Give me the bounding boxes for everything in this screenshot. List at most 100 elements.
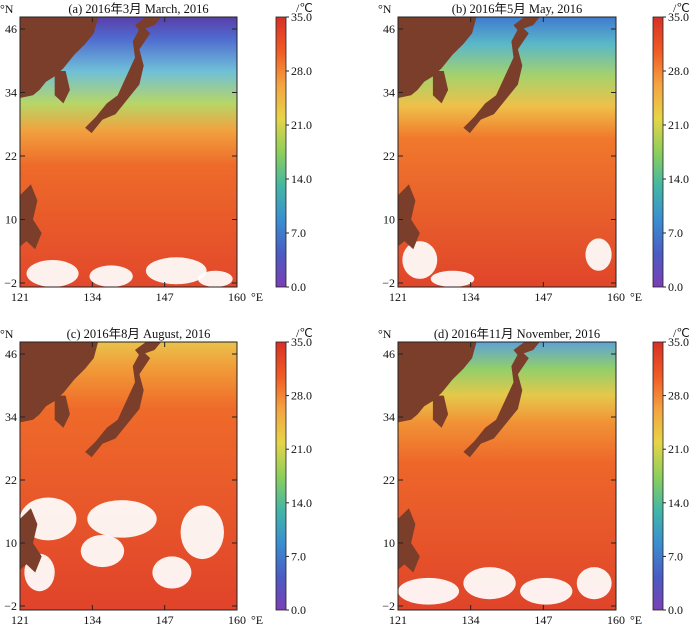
korea-landmass	[54, 395, 70, 428]
lat-tick-label: 10	[5, 536, 17, 550]
colorbar: 35.0 28.0 21.0 14.0 7.0 0.0 /℃	[275, 1, 313, 294]
lat-unit-label: °N	[0, 2, 14, 16]
colorbar-tick-label: 35.0	[291, 10, 312, 24]
lon-tick-label: 134	[462, 290, 480, 304]
hokkaido-landmass	[513, 17, 540, 31]
lat-tick-label: 22	[5, 149, 17, 163]
cloud-patch	[87, 500, 157, 538]
lon-tick-label: 134	[83, 613, 101, 627]
lat-tick-label: 46	[5, 22, 17, 36]
lat-tick-label: 34	[383, 410, 395, 424]
colorbar-tick-label: 21.0	[668, 118, 689, 132]
lat-tick-label: 46	[383, 22, 395, 36]
colorbar-tick-label: 7.0	[668, 549, 683, 563]
colorbar-tick-label: 14.0	[668, 496, 689, 510]
panel-c: (c) 2016年8月 August, 2016 46 34 22 10 −2 °N 121 1…	[0, 326, 313, 627]
hokkaido-landmass	[135, 342, 162, 356]
colorbar-unit: /℃	[296, 1, 313, 15]
lat-tick-label: 10	[383, 536, 395, 550]
lon-unit-label: °E	[251, 290, 263, 304]
colorbar-tick-label: 21.0	[291, 118, 312, 132]
map-frame	[397, 341, 617, 611]
lon-tick-label: 121	[11, 613, 29, 627]
colorbar-scale	[652, 16, 664, 288]
cloud-patch	[197, 270, 233, 287]
lon-tick-label: 121	[389, 290, 407, 304]
lon-tick-label: 147	[156, 290, 174, 304]
panel-d: (d) 2016年11月 November, 2016 46 34 22 10 −2 °N 1…	[378, 326, 690, 627]
lat-tick-label: 46	[383, 347, 395, 361]
colorbar-tick-label: 28.0	[668, 64, 689, 78]
cloud-patch	[585, 238, 612, 271]
cloud-patch	[145, 257, 207, 285]
lon-tick-label: 147	[534, 290, 552, 304]
lon-tick-label: 134	[83, 290, 101, 304]
colorbar-tick-label: 7.0	[668, 226, 683, 240]
lat-unit-label: °N	[0, 327, 14, 341]
colorbar-tick-label: 14.0	[291, 496, 312, 510]
colorbar-unit: /℃	[673, 1, 690, 15]
philippines-landmass	[398, 184, 420, 250]
colorbar-tick-label: 35.0	[668, 335, 689, 349]
colorbar-scale	[275, 16, 287, 288]
colorbar-scale	[275, 341, 287, 611]
panel-title: (d) 2016年11月 November, 2016	[434, 327, 600, 341]
colorbar-tick-label: 21.0	[668, 442, 689, 456]
lat-tick-label: 22	[5, 473, 17, 487]
colorbar: 35.0 28.0 21.0 14.0 7.0 0.0 /℃	[652, 1, 690, 294]
colorbar: 35.0 28.0 21.0 14.0 7.0 0.0 /℃	[275, 326, 313, 617]
colorbar-tick-label: 28.0	[291, 389, 312, 403]
asia-landmass	[398, 17, 477, 98]
lon-unit-label: °E	[630, 290, 642, 304]
panel-title: (b) 2016年5月 May, 2016	[452, 2, 582, 16]
cloud-patch	[398, 577, 460, 605]
lat-tick-label: 34	[5, 86, 17, 100]
cloud-patch	[520, 577, 573, 605]
lat-tick-label: 22	[383, 473, 395, 487]
lon-unit-label: °E	[630, 613, 642, 627]
lon-tick-label: 160	[607, 290, 625, 304]
colorbar-scale	[652, 341, 664, 611]
cloud-patch	[463, 567, 516, 600]
lon-tick-label: 134	[462, 613, 480, 627]
lon-tick-label: 160	[607, 613, 625, 627]
hokkaido-landmass	[513, 342, 540, 356]
japan-landmass	[85, 350, 151, 458]
colorbar-tick-label: 0.0	[668, 280, 683, 294]
philippines-landmass	[20, 508, 42, 573]
colorbar-tick-label: 0.0	[291, 280, 306, 294]
cloud-patch	[576, 567, 612, 600]
lat-tick-label: 46	[5, 347, 17, 361]
lon-tick-label: 121	[11, 290, 29, 304]
map-frame	[19, 16, 238, 288]
colorbar-tick-label: 0.0	[668, 603, 683, 617]
lat-tick-label: 34	[5, 410, 17, 424]
korea-landmass	[432, 395, 449, 428]
lon-tick-label: 121	[389, 613, 407, 627]
lon-unit-label: °E	[251, 613, 263, 627]
panel-b: (b) 2016年5月 May, 2016 46 34 22 10 −2 °N 121 134 1…	[378, 1, 690, 304]
cloud-patch	[430, 270, 475, 287]
japan-landmass	[463, 25, 529, 134]
cloud-patch	[152, 556, 192, 589]
panel-title: (c) 2016年8月 August, 2016	[67, 327, 211, 341]
hokkaido-landmass	[135, 17, 162, 31]
map-frame	[397, 16, 617, 288]
lat-tick-label: −2	[382, 599, 395, 613]
korea-landmass	[432, 71, 449, 104]
asia-landmass	[398, 342, 477, 423]
colorbar-tick-label: 14.0	[668, 172, 689, 186]
asia-landmass	[20, 17, 99, 98]
colorbar-tick-label: 35.0	[668, 10, 689, 24]
lon-tick-label: 160	[228, 613, 246, 627]
panel-a: (a) 2016年3月 March, 2016 46 34 22 10 −2 °N 121 13…	[0, 1, 313, 304]
lat-tick-label: 10	[383, 213, 395, 227]
colorbar-unit: /℃	[673, 326, 690, 340]
japan-landmass	[463, 350, 529, 458]
colorbar-tick-label: 7.0	[291, 226, 306, 240]
colorbar: 35.0 28.0 21.0 14.0 7.0 0.0 /℃	[652, 326, 690, 617]
cloud-patch	[80, 534, 125, 568]
lat-tick-label: −2	[4, 276, 17, 290]
lat-tick-label: 10	[5, 213, 17, 227]
